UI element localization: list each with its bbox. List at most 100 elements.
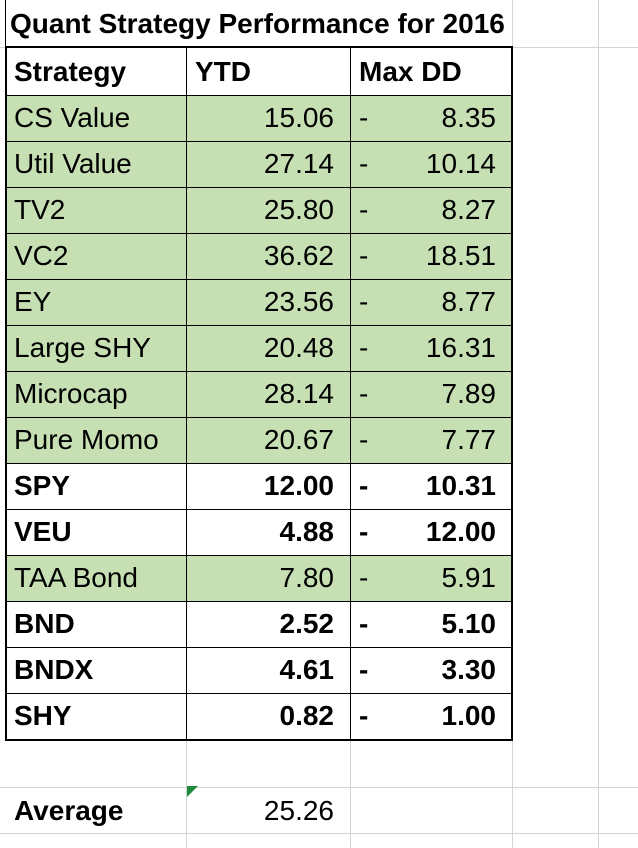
average-value[interactable]: 25.26 [263, 795, 334, 826]
table-border-line [5, 279, 512, 280]
max-dd-cell[interactable]: - 3.30 [351, 647, 512, 693]
max-dd-value: 10.14 [425, 148, 496, 179]
strategy-name-cell[interactable]: TAA Bond [6, 555, 186, 601]
ytd-cell[interactable]: 0.82 [279, 700, 335, 731]
max-dd-sign: - [359, 562, 369, 593]
ytd-cell[interactable]: 20.67 [187, 417, 350, 463]
table-border-line [5, 233, 512, 234]
max-dd-value: 5.10 [441, 608, 497, 639]
max-dd-cell[interactable]: - 5.91 [351, 555, 512, 601]
strategy-name-cell[interactable]: Util Value [6, 141, 186, 187]
max-dd-value: 8.27 [441, 194, 497, 225]
table-border-line [5, 46, 513, 48]
header-strategy[interactable]: Strategy [14, 56, 127, 87]
ytd-cell[interactable]: 36.62 [187, 233, 350, 279]
strategy-name-cell[interactable]: Large SHY [6, 325, 186, 371]
max-dd-value: 7.89 [441, 378, 497, 409]
max-dd-cell[interactable]: - 7.89 [351, 371, 512, 417]
average-label[interactable]: Average [14, 795, 124, 826]
max-dd-cell[interactable]: - 18.51 [351, 233, 512, 279]
strategy-name-cell[interactable]: Pure Momo [6, 417, 186, 463]
ytd-cell[interactable]: 23.56 [187, 279, 350, 325]
max-dd-sign: - [359, 194, 369, 225]
ytd-cell[interactable]: 4.61 [279, 654, 335, 685]
strategy-name-cell[interactable]: VC2 [6, 233, 186, 279]
table-border-line [5, 46, 7, 741]
strategy-name-cell[interactable]: EY [6, 279, 186, 325]
ytd-cell[interactable]: 4.88 [279, 516, 335, 547]
table-border-line [5, 647, 512, 648]
ytd-cell[interactable]: 27.14 [187, 141, 350, 187]
max-dd-value: 16.31 [425, 332, 496, 363]
table-border-line [5, 555, 512, 556]
max-dd-cell[interactable]: - 8.77 [351, 279, 512, 325]
max-dd-cell[interactable]: - 8.27 [351, 187, 512, 233]
comment-marker-icon [187, 786, 198, 797]
max-dd-sign: - [359, 516, 369, 547]
max-dd-value: 7.77 [441, 424, 497, 455]
max-dd-value: 18.51 [425, 240, 496, 271]
ytd-cell[interactable]: 20.48 [187, 325, 350, 371]
max-dd-sign: - [359, 286, 369, 317]
table-border-line [5, 463, 512, 464]
max-dd-value: 3.30 [441, 654, 497, 685]
gridline [186, 741, 187, 848]
table-border-line [511, 46, 513, 741]
table-border-line [5, 325, 512, 326]
ytd-cell[interactable]: 15.06 [187, 95, 350, 141]
max-dd-value: 12.00 [425, 516, 496, 547]
max-dd-value: 1.00 [441, 700, 497, 731]
table-border-line [5, 371, 512, 372]
header-ytd[interactable]: YTD [195, 56, 251, 87]
max-dd-sign: - [359, 240, 369, 271]
table-border-line [5, 141, 512, 142]
max-dd-value: 8.77 [441, 286, 497, 317]
strategy-name-cell[interactable]: SHY [14, 700, 72, 731]
gridline [0, 833, 638, 834]
max-dd-cell[interactable]: - 10.31 [351, 463, 512, 509]
strategy-name-cell[interactable]: Microcap [6, 371, 186, 417]
table-border-line [5, 509, 512, 510]
gridline [0, 787, 638, 788]
strategy-name-cell[interactable]: SPY [14, 470, 71, 501]
ytd-cell[interactable]: 25.80 [187, 187, 350, 233]
ytd-cell[interactable]: 12.00 [263, 470, 334, 501]
ytd-cell[interactable]: 28.14 [187, 371, 350, 417]
sheet-title: Quant Strategy Performance for 2016 [10, 8, 505, 39]
table-border-line [186, 46, 187, 741]
max-dd-cell[interactable]: - 8.35 [351, 95, 512, 141]
ytd-cell[interactable]: 2.52 [279, 608, 335, 639]
table-border-line [5, 95, 512, 96]
max-dd-sign: - [359, 102, 369, 133]
max-dd-sign: - [359, 424, 369, 455]
strategy-name-cell[interactable]: VEU [14, 516, 72, 547]
ytd-cell[interactable]: 7.80 [187, 555, 350, 601]
table-border-line [5, 693, 512, 694]
max-dd-cell[interactable]: - 7.77 [351, 417, 512, 463]
strategy-name-cell[interactable]: BND [14, 608, 75, 639]
table-border-line [5, 739, 512, 741]
strategy-name-cell[interactable]: BNDX [14, 654, 94, 685]
max-dd-cell[interactable]: - 12.00 [351, 509, 512, 555]
max-dd-value: 8.35 [441, 102, 497, 133]
strategy-name-cell[interactable]: TV2 [6, 187, 186, 233]
table-border-line [350, 46, 351, 741]
max-dd-sign: - [359, 378, 369, 409]
table-border-line [5, 0, 6, 47]
table-border-line [5, 417, 512, 418]
max-dd-cell[interactable]: - 1.00 [351, 693, 512, 739]
table-border-line [5, 187, 512, 188]
max-dd-cell[interactable]: - 5.10 [351, 601, 512, 647]
max-dd-value: 5.91 [441, 562, 497, 593]
table-border-line [5, 601, 512, 602]
max-dd-sign: - [359, 332, 369, 363]
header-max-dd[interactable]: Max DD [359, 56, 462, 87]
gridline [350, 741, 351, 848]
strategy-name-cell[interactable]: CS Value [6, 95, 186, 141]
max-dd-cell[interactable]: - 10.14 [351, 141, 512, 187]
max-dd-sign: - [359, 470, 369, 501]
max-dd-sign: - [359, 608, 369, 639]
max-dd-cell[interactable]: - 16.31 [351, 325, 512, 371]
gridline [598, 0, 599, 848]
